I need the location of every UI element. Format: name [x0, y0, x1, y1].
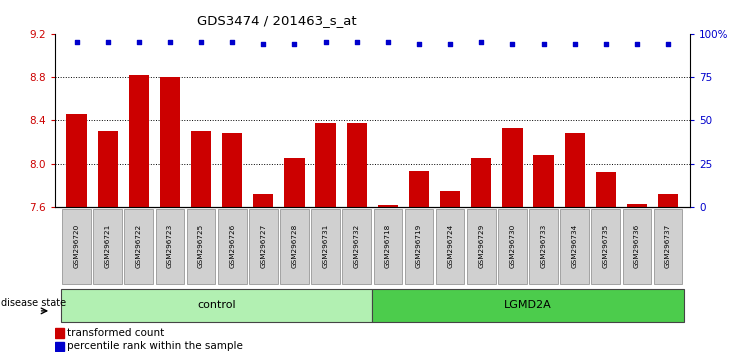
- Bar: [55, 329, 64, 338]
- Bar: [529, 209, 558, 284]
- Point: [195, 40, 207, 45]
- Bar: [315, 122, 336, 207]
- Point: [71, 40, 82, 45]
- Bar: [627, 204, 647, 207]
- Text: GSM296736: GSM296736: [634, 224, 640, 268]
- Text: GSM296726: GSM296726: [229, 224, 235, 268]
- Point: [320, 40, 331, 45]
- Text: GSM296720: GSM296720: [74, 224, 80, 268]
- Bar: [498, 209, 527, 284]
- Point: [413, 41, 425, 47]
- Text: GSM296718: GSM296718: [385, 224, 391, 268]
- Point: [226, 40, 238, 45]
- Bar: [98, 131, 118, 207]
- Text: GSM296723: GSM296723: [167, 224, 173, 268]
- Bar: [374, 209, 402, 284]
- Bar: [502, 128, 523, 207]
- Bar: [471, 158, 491, 207]
- Text: GSM296731: GSM296731: [323, 224, 329, 268]
- Bar: [253, 194, 274, 207]
- Text: GSM296729: GSM296729: [478, 224, 484, 268]
- Text: GSM296719: GSM296719: [416, 224, 422, 268]
- Text: GSM296728: GSM296728: [291, 224, 297, 268]
- Point: [133, 40, 145, 45]
- Bar: [125, 209, 153, 284]
- Bar: [467, 209, 496, 284]
- Bar: [623, 209, 651, 284]
- Bar: [187, 209, 215, 284]
- Point: [475, 40, 487, 45]
- Text: GSM296725: GSM296725: [198, 224, 204, 268]
- Bar: [372, 289, 683, 322]
- Bar: [347, 122, 367, 207]
- Bar: [342, 209, 371, 284]
- Point: [662, 41, 674, 47]
- Point: [538, 41, 550, 47]
- Bar: [66, 114, 87, 207]
- Bar: [55, 342, 64, 351]
- Point: [258, 41, 269, 47]
- Bar: [436, 209, 464, 284]
- Bar: [155, 209, 184, 284]
- Bar: [596, 172, 616, 207]
- Bar: [128, 75, 149, 207]
- Bar: [160, 77, 180, 207]
- Bar: [62, 209, 91, 284]
- Point: [288, 41, 300, 47]
- Text: GSM296734: GSM296734: [572, 224, 577, 268]
- Text: GSM296735: GSM296735: [603, 224, 609, 268]
- Point: [631, 41, 642, 47]
- Bar: [591, 209, 620, 284]
- Bar: [191, 131, 211, 207]
- Bar: [534, 155, 553, 207]
- Bar: [249, 209, 277, 284]
- Text: transformed count: transformed count: [67, 328, 165, 338]
- Bar: [93, 209, 122, 284]
- Bar: [564, 133, 585, 207]
- Text: LGMD2A: LGMD2A: [504, 300, 552, 310]
- Text: control: control: [197, 300, 236, 310]
- Bar: [654, 209, 683, 284]
- Text: GSM296737: GSM296737: [665, 224, 671, 268]
- Point: [382, 40, 393, 45]
- Text: GSM296730: GSM296730: [510, 224, 515, 268]
- Text: GSM296732: GSM296732: [354, 224, 360, 268]
- Point: [445, 41, 456, 47]
- Bar: [285, 158, 304, 207]
- Text: GDS3474 / 201463_s_at: GDS3474 / 201463_s_at: [197, 14, 357, 27]
- Bar: [311, 209, 340, 284]
- Bar: [404, 209, 434, 284]
- Bar: [222, 133, 242, 207]
- Text: GSM296727: GSM296727: [261, 224, 266, 268]
- Bar: [440, 191, 460, 207]
- Bar: [409, 171, 429, 207]
- Text: GSM296724: GSM296724: [447, 224, 453, 268]
- Point: [164, 40, 176, 45]
- Text: GSM296733: GSM296733: [540, 224, 547, 268]
- Bar: [377, 205, 398, 207]
- Bar: [561, 209, 589, 284]
- Point: [102, 40, 114, 45]
- Bar: [280, 209, 309, 284]
- Text: GSM296721: GSM296721: [104, 224, 111, 268]
- Point: [600, 41, 612, 47]
- Text: percentile rank within the sample: percentile rank within the sample: [67, 341, 243, 352]
- Text: GSM296722: GSM296722: [136, 224, 142, 268]
- Point: [351, 40, 363, 45]
- Bar: [218, 209, 247, 284]
- Point: [507, 41, 518, 47]
- Point: [569, 41, 580, 47]
- Bar: [61, 289, 372, 322]
- Text: disease state: disease state: [1, 298, 66, 308]
- Bar: [658, 194, 678, 207]
